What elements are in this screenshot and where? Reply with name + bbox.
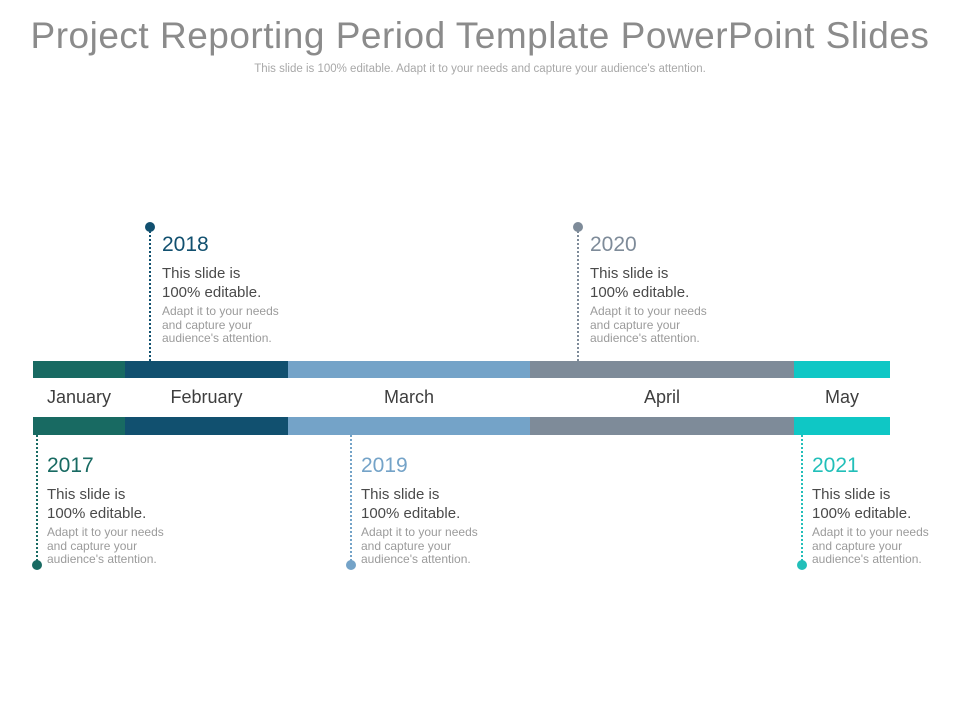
milestone-dot-2018 [145,222,155,232]
timeline-segment-march [288,361,530,378]
page-title: Project Reporting Period Template PowerP… [30,15,930,56]
callout-content: 2020 This slide is 100% editable. Adapt … [590,232,714,346]
milestone-stem-2018 [149,231,151,361]
callout-note: Adapt it to your needs and capture your … [162,304,279,345]
callout-note: Adapt it to your needs and capture your … [590,304,707,345]
milestone-stem-2017 [36,435,38,561]
month-label-march: March [383,387,434,407]
callout-note: Adapt it to your needs and capture your … [812,525,929,566]
timeline-segment-april-bottom [530,417,794,435]
timeline-segment-february [125,361,288,378]
callout-body: This slide is 100% editable. [590,265,690,301]
timeline-segment-may [794,361,890,378]
callout-body: This slide is 100% editable. [162,265,262,301]
callout-note: Adapt it to your needs and capture your … [47,525,164,566]
year-label-2017: 2017 [47,454,94,477]
timeline-segment-march-bottom [288,417,530,435]
month-label-january: January [46,387,112,407]
milestone-dot-2020 [573,222,583,232]
milestone-dot-2021 [797,560,807,570]
milestone-stem-2019 [350,435,352,561]
callout-body: This slide is 100% editable. [812,486,912,522]
year-label-2018: 2018 [162,233,209,256]
milestone-dot-2019 [346,560,356,570]
page-subtitle: This slide is 100% editable. Adapt it to… [254,63,706,75]
month-label-may: May [824,387,859,407]
timeline-bar-top [33,361,890,378]
callout-content: 2018 This slide is 100% editable. Adapt … [162,232,286,346]
year-label-2021: 2021 [812,454,859,477]
year-label-2020: 2020 [590,233,637,256]
timeline-segment-february-bottom [125,417,288,435]
month-label-february: February [170,387,243,407]
timeline-segment-april [530,361,794,378]
callout-body: This slide is 100% editable. [361,486,461,522]
year-label-2019: 2019 [361,454,408,477]
timeline-month-labels: January February March April May [33,378,890,417]
timeline-segment-january [33,361,125,378]
timeline-segment-may-bottom [794,417,890,435]
month-label-april: April [643,387,680,407]
callout-content: 2017 This slide is 100% editable. Adapt … [47,453,171,567]
timeline-bar-bottom [33,417,890,435]
milestone-stem-2021 [801,435,803,561]
milestone-dot-2017 [32,560,42,570]
callout-content: 2021 This slide is 100% editable. Adapt … [812,453,936,567]
callout-note: Adapt it to your needs and capture your … [361,525,478,566]
milestone-stem-2020 [577,231,579,361]
callout-content: 2019 This slide is 100% editable. Adapt … [361,453,485,567]
callout-body: This slide is 100% editable. [47,486,147,522]
timeline: January February March April May [33,361,890,435]
timeline-segment-january-bottom [33,417,125,435]
